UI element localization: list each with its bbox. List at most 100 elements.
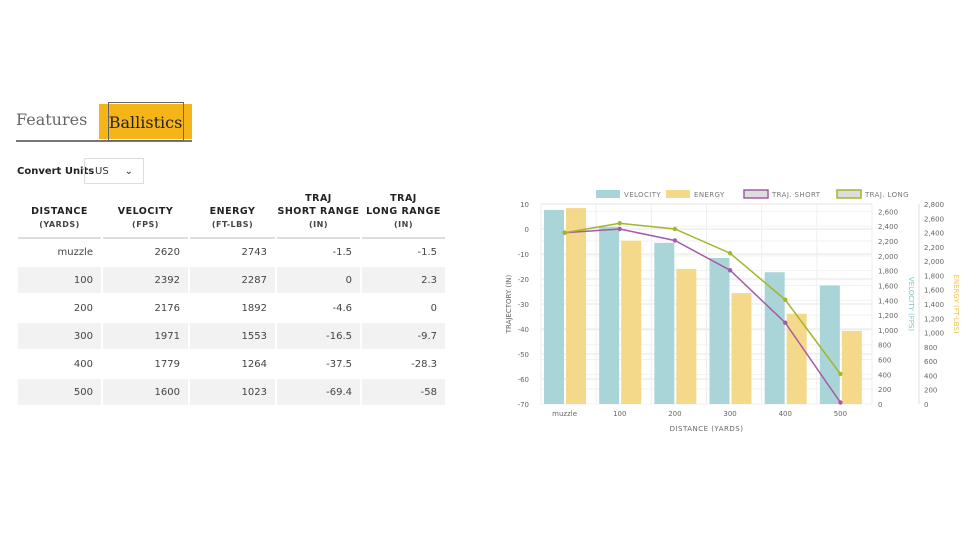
table-cell: 0 [362,295,445,323]
y3-tick-label: 2,000 [924,258,944,266]
x-tick-label: 400 [779,410,792,418]
x-axis-title: DISTANCE (YARDS) [670,425,744,433]
y3-tick-label: 1,800 [924,272,944,280]
y3-tick-label: 0 [924,401,928,409]
y2-tick-label: 2,600 [878,208,898,216]
y2-tick-label: 600 [878,357,891,365]
y3-tick-label: 1,400 [924,301,944,309]
column-header: VELOCITY (FPS) [103,192,188,239]
tab-features[interactable]: Features [16,110,88,129]
ballistics-chart: 100-10-20-30-40-50-60-70 02004006008001,0… [505,189,960,433]
energy-bar [566,208,586,404]
traj-long-point [562,230,567,235]
y-tick-label: 10 [520,201,529,209]
table-cell: 2.3 [362,267,445,295]
velocity-bar [544,209,564,404]
table-cell: 500 [18,379,101,407]
y3-tick-label: 600 [924,358,937,366]
y3-tick-label: 1,200 [924,315,944,323]
y2-tick-label: 800 [878,342,891,350]
velocity-bar [709,258,730,404]
table-cell: -37.5 [277,351,360,379]
column-header: TRAJ LONG RANGE (IN) [362,192,445,239]
traj-long-point [617,221,622,226]
table-row: 400 1779 1264 -37.5 -28.3 [18,351,445,379]
y2-tick-label: 2,400 [878,223,898,231]
x-tick-label: 500 [834,410,847,418]
y2-axis-title: VELOCITY (FPS) [907,277,915,332]
y3-tick-label: 2,600 [924,215,944,223]
units-value: US [95,166,109,177]
table-cell: -58 [362,379,445,407]
y-tick-label: -50 [518,351,529,359]
traj-short-point [672,238,678,243]
header-line: ENERGY [209,206,256,217]
table-cell: 1264 [190,351,275,379]
header-line: (FT-LBS) [211,220,254,229]
velocity-bar [599,226,620,404]
y3-axis-title: ENERGY (FT-LBS) [952,274,960,333]
y3-tick-label: 400 [924,372,937,380]
table-cell: 200 [18,295,101,323]
table-cell: 2392 [103,267,188,295]
energy-bar [621,240,642,404]
header-line: (IN) [394,220,413,229]
y2-tick-label: 1,400 [878,297,898,305]
y3-tick-label: 2,200 [924,244,944,252]
header-line: VELOCITY [117,206,174,217]
y3-tick-label: 200 [924,387,937,395]
header-line: SHORT RANGE [277,206,360,217]
table-cell: 300 [18,323,101,351]
y-tick-label: -20 [518,276,529,284]
y2-tick-label: 2,200 [878,238,898,246]
traj-long-line [564,222,842,375]
table-cell: -16.5 [277,323,360,351]
table-row: 100 2392 2287 0 2.3 [18,267,445,295]
energy-bar [786,313,807,404]
legend-swatch [596,190,620,198]
table-cell: -69.4 [277,379,360,407]
traj-long-point [838,371,843,377]
column-header: ENERGY (FT-LBS) [190,192,275,239]
y2-tick-label: 200 [878,386,891,394]
header-line: TRAJ [390,193,417,204]
table-cell: 2176 [103,295,188,323]
y-axis-title: TRAJECTORY (IN) [505,274,513,334]
y2-tick-label: 1,200 [878,312,898,320]
traj-long-point [672,226,678,232]
y3-tick-label: 2,400 [924,230,944,238]
y-tick-label: -70 [518,401,529,409]
chevron-down-icon: ⌄ [124,166,133,177]
y-tick-label: -30 [518,301,529,309]
column-header: DISTANCE (YARDS) [18,192,101,239]
energy-bar [841,330,862,404]
table-cell: 1779 [103,351,188,379]
legend-swatch [743,189,769,199]
table-cell: 2287 [190,267,275,295]
table-cell: 1971 [103,323,188,351]
tab-bar: Features Ballistics [16,102,192,142]
x-tick-label: 300 [723,410,736,418]
legend-label: VELOCITY [624,191,661,199]
ballistics-table: DISTANCE (YARDS) VELOCITY (FPS) ENERGY (FT-LB… [16,192,447,407]
table-cell: 1553 [190,323,275,351]
traj-long-point [727,251,733,256]
table-cell: -1.5 [362,239,445,267]
column-header: TRAJ SHORT RANGE (IN) [277,192,360,239]
table-cell: -9.7 [362,323,445,351]
y-tick-label: 0 [525,226,529,234]
y3-tick-label: 800 [924,344,937,352]
energy-bar [731,293,752,404]
velocity-bar [654,242,675,404]
tab-ballistics[interactable]: Ballistics [99,102,192,141]
velocity-bar [764,272,785,404]
header-line: (FPS) [132,220,159,229]
legend-swatch [666,190,690,198]
table-cell: muzzle [18,239,101,267]
table-cell: 0 [277,267,360,295]
y2-tick-label: 0 [878,401,882,409]
y2-tick-label: 2,000 [878,253,898,261]
x-tick-label: 200 [668,410,681,418]
units-select[interactable]: US ⌄ [84,158,144,184]
header-line: (YARDS) [39,220,80,229]
